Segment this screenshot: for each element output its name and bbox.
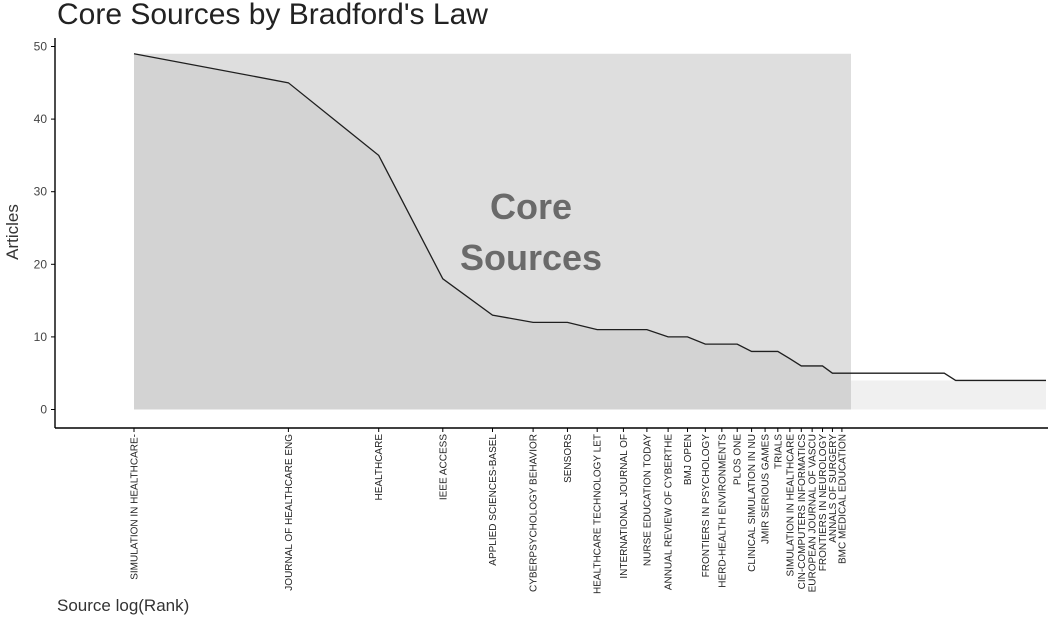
x-tick-label: EUROPEAN JOURNAL OF VASCU	[808, 434, 819, 592]
chart-title: Core Sources by Bradford's Law	[57, 0, 488, 31]
plot-area: 0 10 20 30 40 50 SIMULATION IN HEALTHCARE- JOUR…	[34, 38, 1048, 594]
core-sources-label: Core	[490, 186, 572, 227]
x-tick-label: HERD-HEALTH ENVIRONMENTS	[717, 434, 728, 588]
x-tick-label: JMIR SERIOUS GAMES	[761, 434, 772, 544]
x-tick-label: INTERNATIONAL JOURNAL OF	[619, 434, 630, 579]
x-tick-label: SIMULATION IN HEALTHCARE	[785, 434, 796, 577]
y-tick-label: 0	[40, 403, 47, 417]
x-axis-title: Source log(Rank)	[57, 596, 189, 615]
x-tick-label: SENSORS	[563, 434, 574, 483]
x-tick-label: CYBERPSYCHOLOGY BEHAVIOR	[529, 434, 540, 592]
x-tick-label: PLOS ONE	[733, 434, 744, 485]
y-tick-label: 30	[34, 185, 48, 199]
y-tick-label: 40	[34, 112, 48, 126]
x-tick-label: HEALTHCARE TECHNOLOGY LET	[593, 434, 604, 594]
x-tick-label: FRONTIERS IN NEUROLOGY	[818, 434, 829, 572]
x-tick-label: ANNUAL REVIEW OF CYBERTHE	[664, 434, 675, 590]
x-tick-label: CLINICAL SIMULATION IN NU	[747, 434, 758, 572]
non-core-zone	[850, 380, 1046, 410]
articles-line	[133, 53, 1046, 382]
x-tick-label: APPLIED SCIENCES-BASEL	[488, 434, 499, 566]
x-tick-label: SIMULATION IN HEALTHCARE-	[130, 434, 141, 580]
x-tick-label: HEALTHCARE	[374, 434, 385, 501]
x-tick-label: FRONTIERS IN PSYCHOLOGY	[701, 434, 712, 578]
y-tick-label: 50	[34, 40, 48, 54]
x-tick-label: NURSE EDUCATION TODAY	[642, 434, 653, 566]
y-axis-title: Articles	[3, 204, 22, 260]
articles-area	[134, 53, 851, 410]
x-tick-label: JOURNAL OF HEALTHCARE ENG	[284, 434, 295, 591]
x-tick-label: ANNALS OF SURGERY	[828, 434, 839, 543]
x-tick-label: IEEE ACCESS	[438, 434, 449, 500]
x-tick-label: CIN-COMPUTERS INFORMATICS	[797, 434, 808, 590]
y-tick-label: 20	[34, 257, 48, 271]
x-tick-label: TRIALS	[773, 434, 784, 469]
y-tick-label: 10	[34, 330, 48, 344]
x-tick-label: BMC MEDICAL EDUCATION	[837, 434, 848, 564]
x-tick-label: BMJ OPEN	[683, 434, 694, 485]
core-sources-label: Sources	[460, 237, 602, 278]
